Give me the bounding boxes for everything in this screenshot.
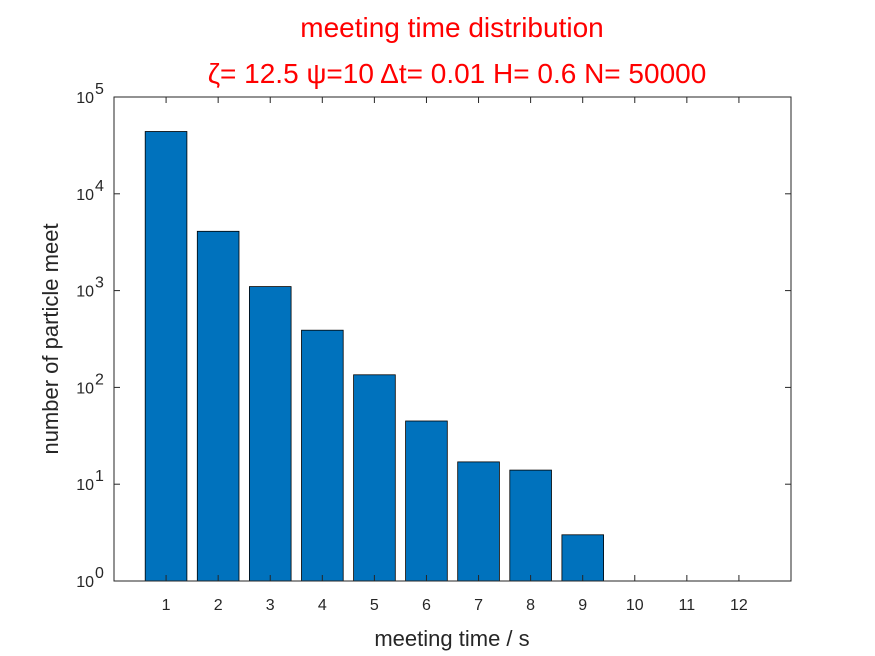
- bar-4: [301, 329, 344, 582]
- bar-6: [405, 420, 448, 582]
- chart-title: meeting time distribution: [300, 12, 603, 43]
- y-axis-label: number of particle meet: [38, 223, 63, 454]
- x-tick-label-11: 11: [679, 597, 696, 614]
- x-tick-label-8: 8: [526, 597, 535, 614]
- y-tick-label-1e1: 10: [76, 477, 94, 494]
- bar-2: [196, 230, 240, 582]
- x-tick-label-12: 12: [730, 597, 748, 614]
- bar-1: [144, 131, 188, 582]
- chart-subtitle: ζ= 12.5 ψ=10 Δt= 0.01 H= 0.6 N= 50000: [208, 58, 707, 89]
- bar-7: [457, 461, 500, 582]
- y-tick-exponent-4: 4: [95, 178, 104, 195]
- x-axis-label: meeting time / s: [374, 626, 529, 651]
- y-tick-label-1e2: 10: [76, 380, 94, 397]
- bar-8: [509, 469, 552, 582]
- x-tick-label-5: 5: [370, 597, 379, 614]
- x-tick-label-4: 4: [318, 597, 327, 614]
- x-tick-label-2: 2: [214, 597, 223, 614]
- bars-layer: [144, 131, 605, 582]
- x-tick-label-9: 9: [578, 597, 587, 614]
- bar-3: [248, 286, 292, 582]
- y-tick-label-1e0: 10: [76, 574, 94, 591]
- bar-9: [561, 534, 605, 582]
- x-tick-label-10: 10: [626, 597, 644, 614]
- y-tick-exponent-5: 5: [95, 81, 104, 98]
- bar-5: [353, 374, 396, 582]
- x-tick-label-7: 7: [474, 597, 483, 614]
- x-tick-label-1: 1: [162, 597, 171, 614]
- y-tick-label-1e4: 10: [76, 187, 94, 204]
- y-tick-label-1e5: 10: [76, 90, 94, 107]
- y-tick-exponent-2: 2: [95, 371, 104, 388]
- y-tick-exponent-1: 1: [95, 468, 104, 485]
- x-tick-label-6: 6: [422, 597, 431, 614]
- plot-area-box: [113, 96, 792, 582]
- y-tick-exponent-0: 0: [95, 565, 104, 582]
- y-tick-exponent-3: 3: [95, 275, 104, 292]
- y-tick-label-1e3: 10: [76, 284, 94, 301]
- x-tick-label-3: 3: [266, 597, 275, 614]
